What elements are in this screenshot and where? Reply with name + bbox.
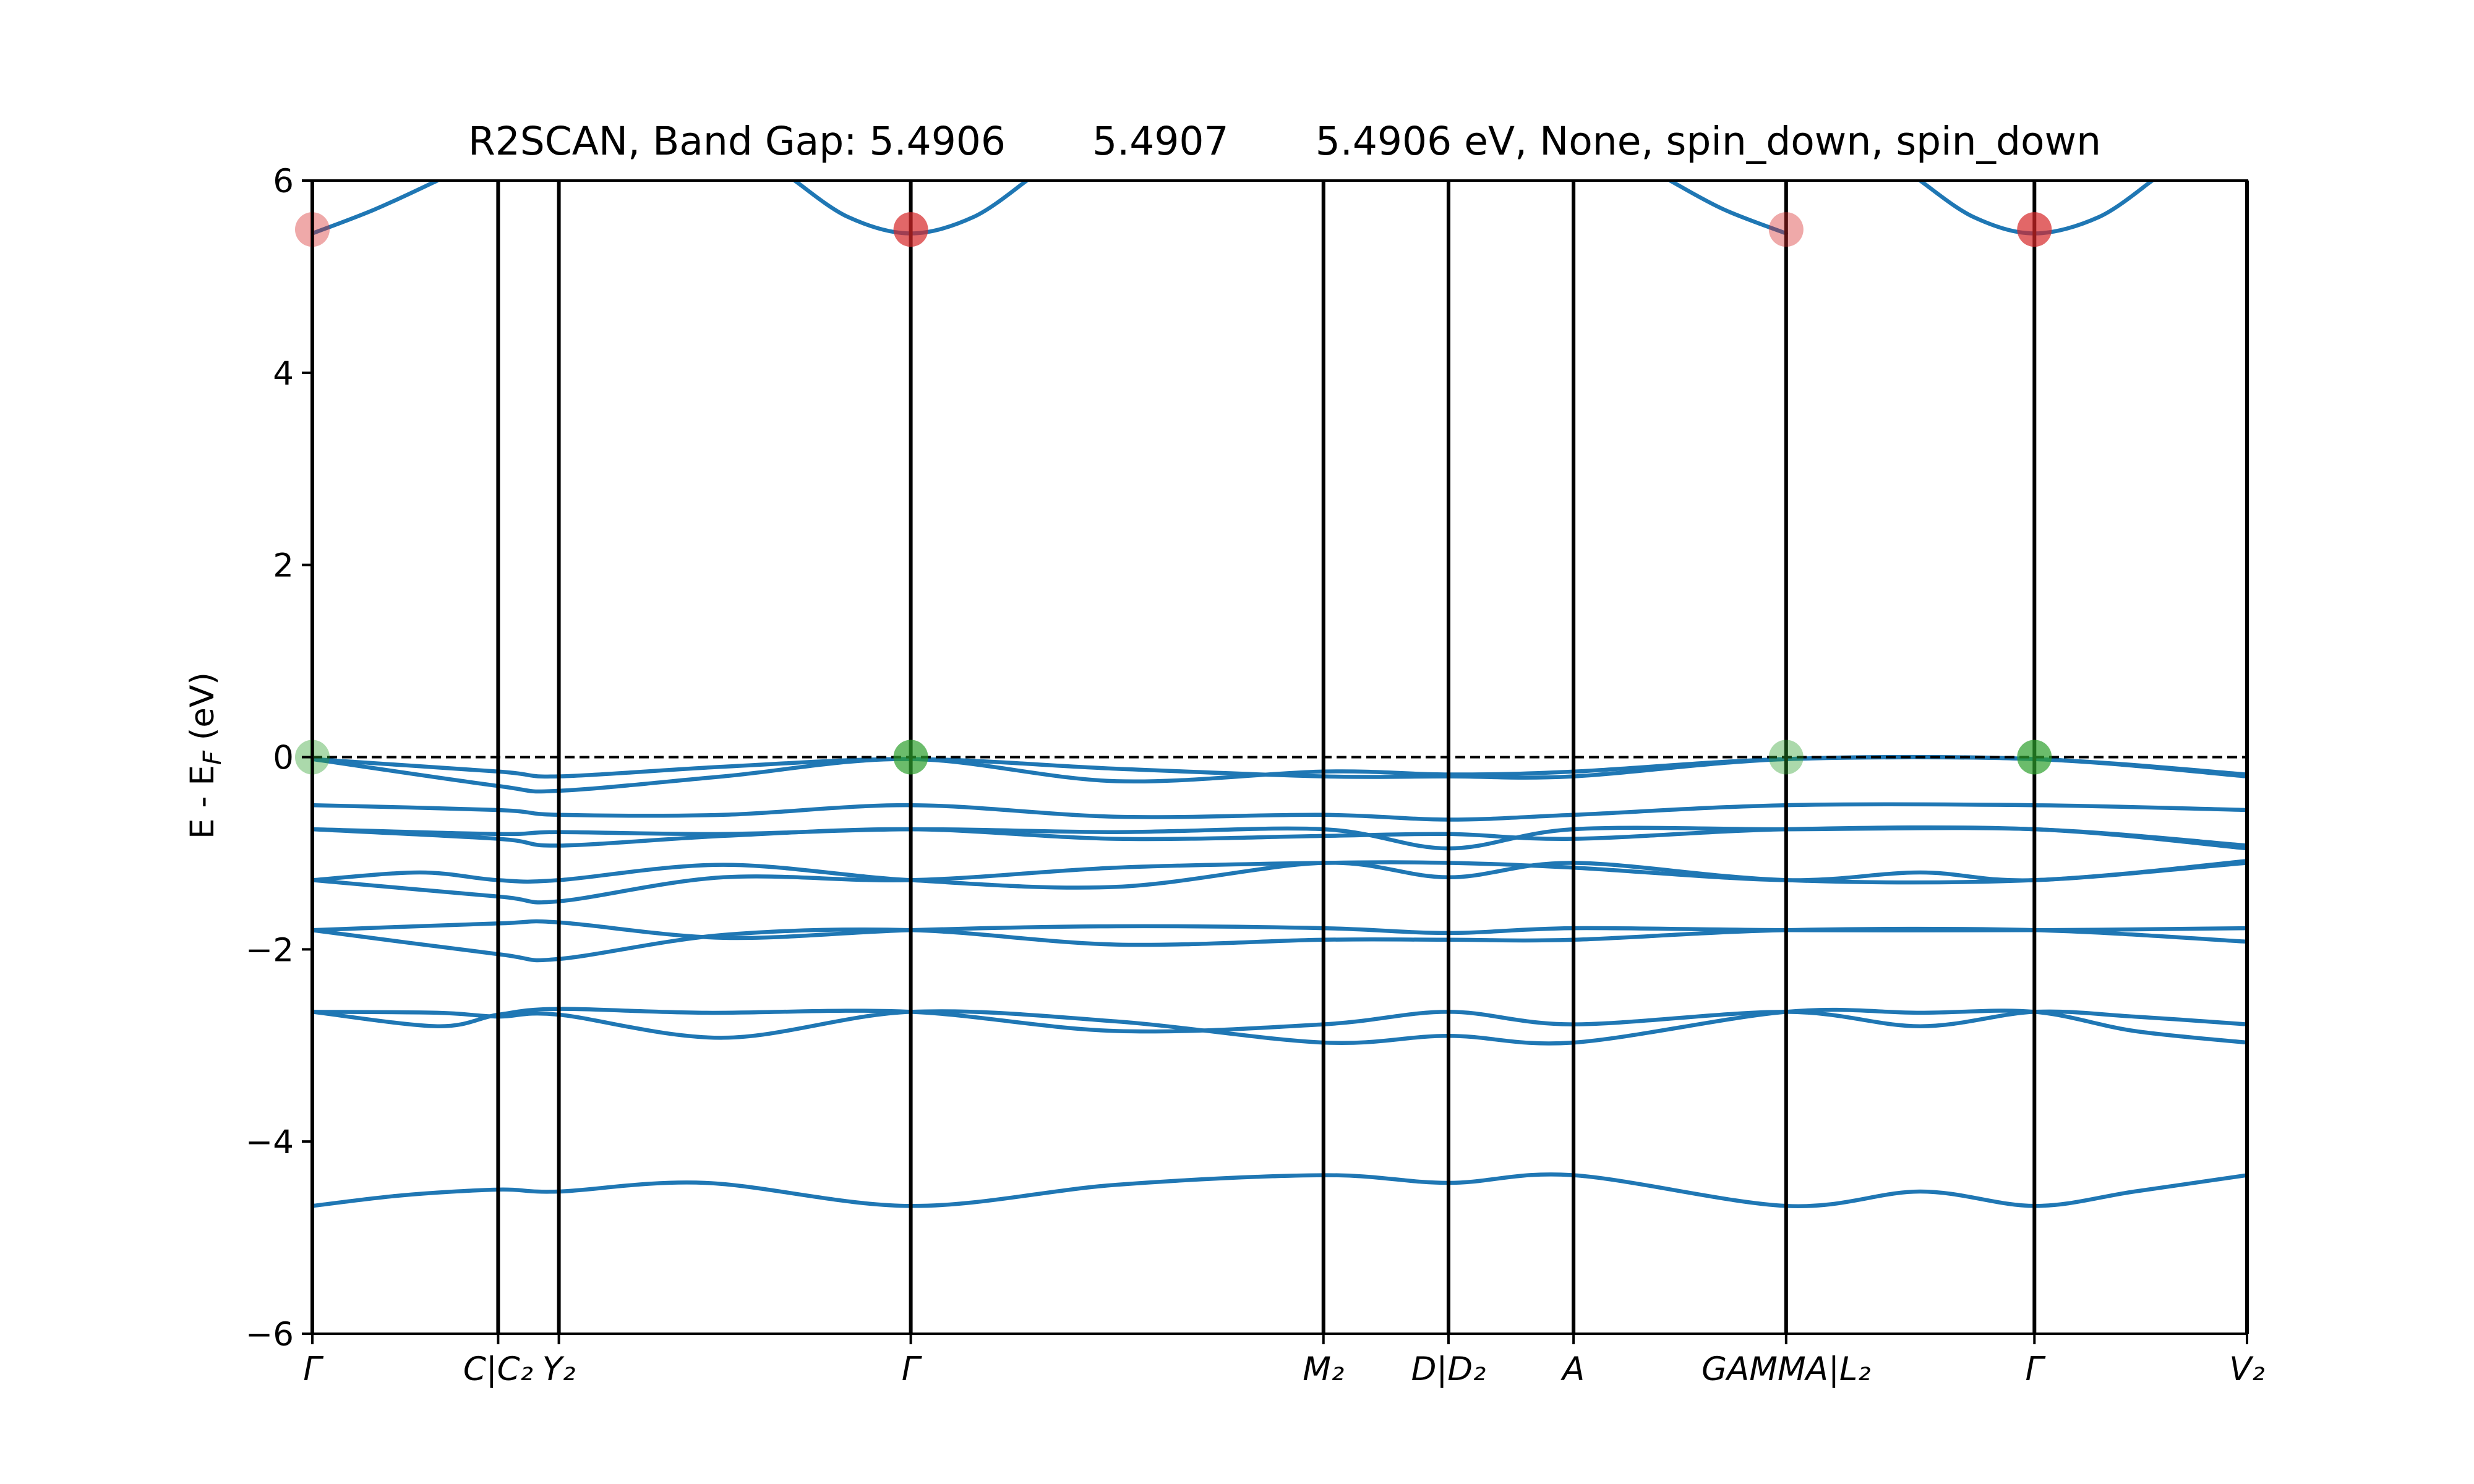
- y-tick-label-7: 6: [273, 163, 294, 200]
- x-tick-label-10: V₂: [2229, 1350, 2265, 1388]
- x-tick-label-1: Γ: [303, 1350, 323, 1388]
- x-tick-label-3: Y₂: [542, 1350, 576, 1388]
- y-tick-label-5: 2: [273, 547, 294, 585]
- x-tick-label-5: M₂: [1303, 1350, 1344, 1388]
- x-tick-label-9: Γ: [2026, 1350, 2046, 1388]
- vbm-marker-4: [2017, 740, 2052, 775]
- cbm-marker-3: [1768, 212, 1804, 247]
- y-tick-label-2: −4: [246, 1124, 294, 1161]
- band-line-6: [312, 859, 2247, 890]
- x-tick-label-4: Γ: [902, 1350, 922, 1388]
- y-tick-label-3: −2: [246, 931, 294, 969]
- y-axis-label-subscript: F: [199, 750, 227, 765]
- band-line-15: [1667, 181, 1789, 236]
- x-tick-label-7: A: [1560, 1350, 1585, 1388]
- y-axis-label: E - EF (eV): [184, 672, 227, 839]
- cbm-marker-2: [893, 212, 928, 247]
- vbm-marker-2: [893, 740, 928, 775]
- y-axis-label-unit: (eV): [184, 672, 221, 751]
- y-tick-label-1: −6: [246, 1316, 294, 1354]
- band-line-1: [312, 1172, 2247, 1209]
- band-line-2: [312, 1007, 2247, 1034]
- cbm-marker-4: [2017, 212, 2052, 247]
- band-line-13: [312, 181, 440, 236]
- band-line-7: [312, 860, 2247, 905]
- y-tick-label-6: 4: [273, 355, 294, 393]
- plot-area: −6 −4 −2 0 2 4 6 Γ C|C₂ Y₂ Γ M₂ D|D₂ A GAMMA|L₂ Γ V₂: [246, 163, 2265, 1388]
- y-tick-label-4: 0: [273, 740, 294, 777]
- chart-title: R2SCAN, Band Gap: 5.4906 5.4907 5.4906 e…: [468, 119, 2101, 164]
- band-line-3: [312, 1007, 2247, 1046]
- y-axis-label-main: E - E: [184, 765, 221, 839]
- x-tick-label-8: GAMMA|L₂: [1701, 1350, 1871, 1388]
- x-tick-label-6: D|D₂: [1411, 1350, 1486, 1388]
- vbm-marker-3: [1768, 740, 1804, 775]
- x-tick-label-2: C|C₂: [463, 1350, 533, 1388]
